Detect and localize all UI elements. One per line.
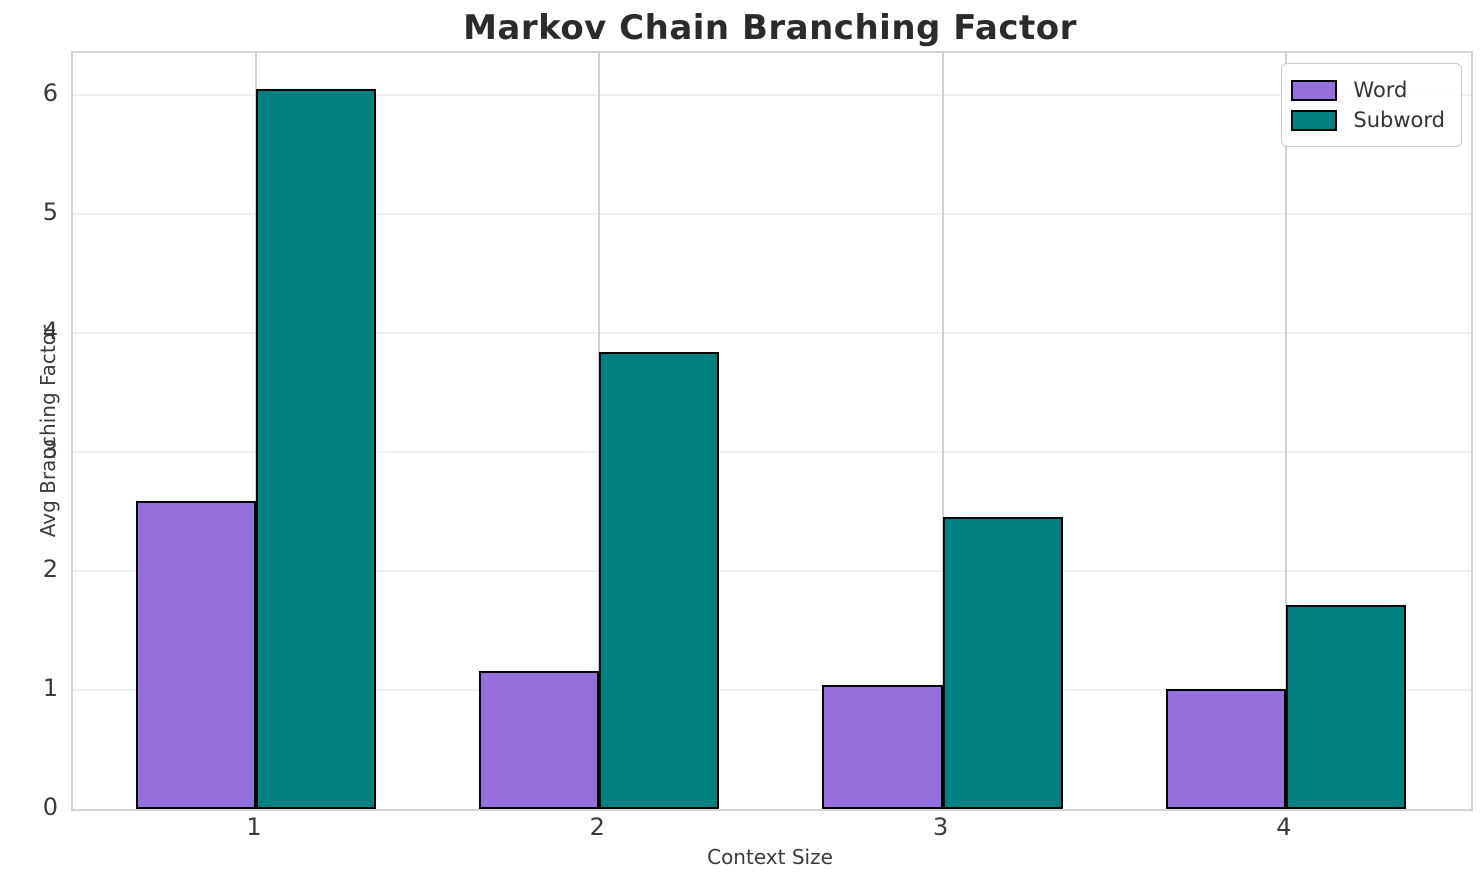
bar-subword-4 bbox=[1285, 605, 1407, 809]
ytick-label-5: 5 bbox=[42, 197, 58, 226]
gridline-y-6 bbox=[73, 93, 1471, 96]
legend: Word Subword bbox=[1281, 63, 1462, 147]
gridline-y-3 bbox=[73, 450, 1471, 453]
xtick-label-4: 4 bbox=[1276, 813, 1292, 841]
legend-label-word: Word bbox=[1353, 78, 1408, 102]
ytick-label-4: 4 bbox=[42, 316, 58, 345]
gridline-y-2 bbox=[73, 569, 1471, 572]
subword-color-swatch bbox=[1291, 109, 1338, 131]
ytick-label-0: 0 bbox=[42, 793, 58, 821]
plot-area: Word Subword bbox=[71, 51, 1473, 811]
xtick-label-1: 1 bbox=[246, 813, 262, 841]
bar-subword-1 bbox=[255, 88, 377, 809]
ytick-label-2: 2 bbox=[42, 554, 58, 583]
ytick-label-3: 3 bbox=[42, 435, 58, 464]
bar-subword-3 bbox=[942, 517, 1063, 809]
ytick-label-1: 1 bbox=[42, 673, 58, 702]
legend-label-subword: Subword bbox=[1353, 108, 1445, 132]
bar-word-4 bbox=[1165, 688, 1286, 809]
word-color-swatch bbox=[1291, 79, 1338, 101]
bar-word-2 bbox=[479, 670, 600, 809]
ytick-label-6: 6 bbox=[42, 78, 58, 107]
legend-item-word: Word bbox=[1291, 77, 1445, 103]
gridline-y-5 bbox=[73, 212, 1471, 215]
bar-word-3 bbox=[822, 685, 943, 809]
gridline-y-1 bbox=[73, 688, 1471, 691]
y-axis-title: Avg Branching Factor bbox=[36, 324, 60, 538]
bar-subword-2 bbox=[599, 351, 720, 809]
legend-item-subword: Subword bbox=[1291, 107, 1445, 133]
xtick-label-3: 3 bbox=[932, 813, 949, 841]
x-axis-title: Context Size bbox=[707, 845, 833, 869]
bar-word-1 bbox=[135, 500, 256, 809]
gridline-x-4 bbox=[1284, 53, 1287, 809]
xtick-label-2: 2 bbox=[589, 813, 605, 841]
chart-title: Markov Chain Branching Factor bbox=[463, 8, 1077, 48]
gridline-y-4 bbox=[73, 331, 1471, 334]
gridline-x-3 bbox=[941, 53, 944, 809]
